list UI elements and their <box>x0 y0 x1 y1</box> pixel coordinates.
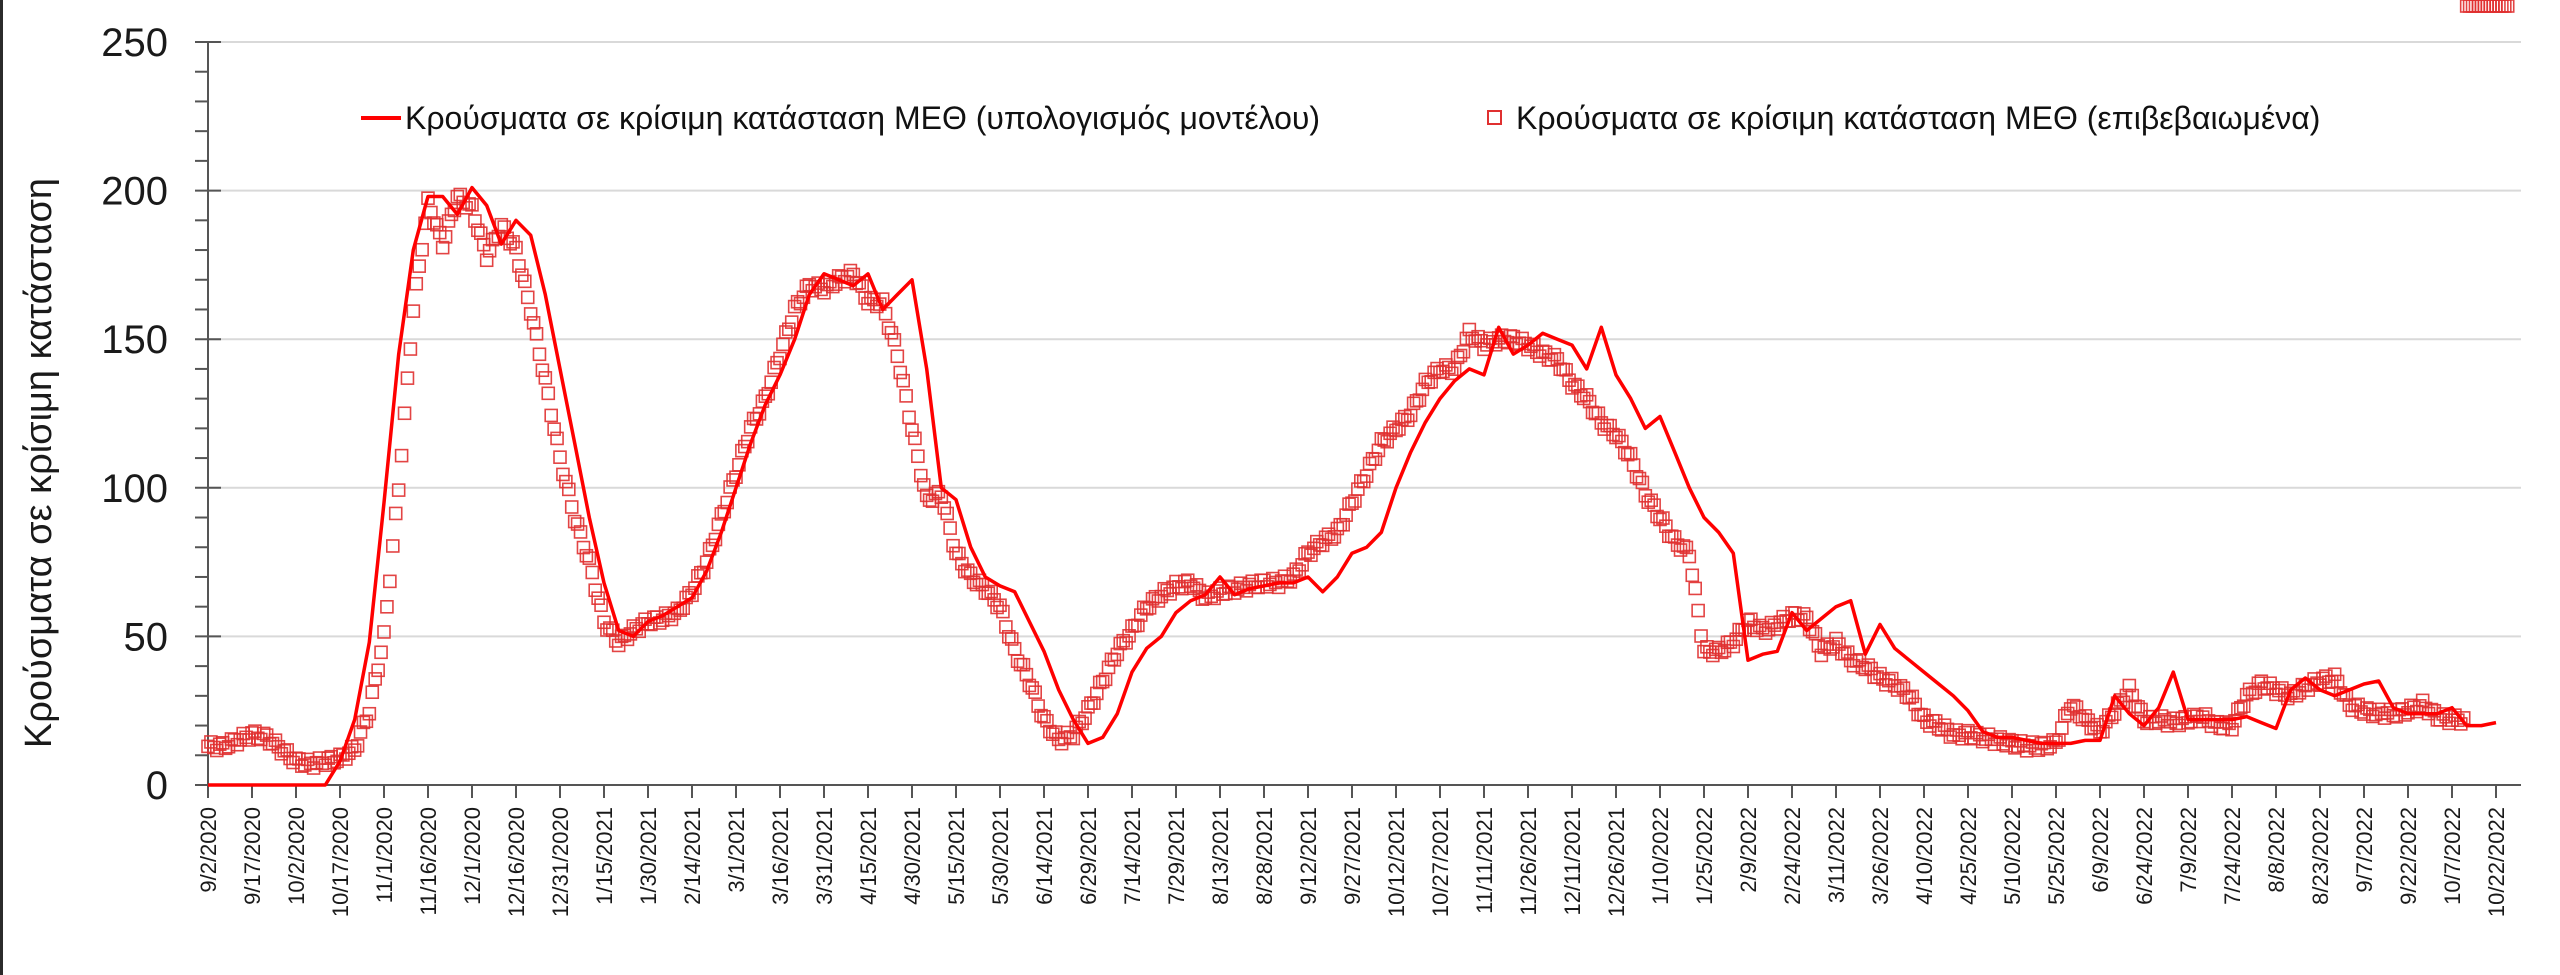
y-tick-label: 250 <box>101 21 168 65</box>
x-tick-label: 1/15/2021 <box>592 807 617 905</box>
x-tick-label: 4/10/2022 <box>1912 807 1937 905</box>
model-line <box>208 185 2497 787</box>
x-tick-label: 5/30/2021 <box>988 807 1013 905</box>
x-tick-label: 6/14/2021 <box>1032 807 1057 905</box>
x-tick-label: 11/26/2021 <box>1516 807 1541 915</box>
x-tick-label: 12/26/2021 <box>1604 807 1629 917</box>
y-tick-label: 200 <box>101 170 168 214</box>
x-tick-label: 7/14/2021 <box>1120 807 1145 905</box>
x-tick-label: 2/9/2022 <box>1736 807 1761 893</box>
x-tick-label: 9/17/2020 <box>240 807 265 905</box>
x-tick-label: 7/29/2021 <box>1164 807 1189 905</box>
x-tick-label: 10/7/2022 <box>2440 807 2465 905</box>
model-line-series <box>208 185 2497 787</box>
y-axis: 0 50 100 150 200 250 <box>101 21 221 808</box>
y-axis-title: Κρούσματα σε κρίσιμη κατάσταση <box>18 178 60 748</box>
x-tick-label: 3/16/2021 <box>768 807 793 905</box>
x-tick-label: 10/2/2020 <box>284 807 309 905</box>
x-tick-label: 3/1/2021 <box>724 807 749 893</box>
x-tick-label: 10/17/2020 <box>328 807 353 917</box>
x-tick-label: 2/24/2022 <box>1780 807 1805 905</box>
x-tick-label: 8/28/2021 <box>1252 807 1277 905</box>
x-tick-label: 4/15/2021 <box>856 807 881 905</box>
x-tick-label: 6/24/2022 <box>2132 807 2157 905</box>
legend: Κρούσματα σε κρίσιμη κατάσταση ΜΕΘ (υπολ… <box>361 100 2320 136</box>
x-tick-label: 5/15/2021 <box>944 807 969 905</box>
x-tick-label: 5/10/2022 <box>2000 807 2025 905</box>
gridlines <box>208 41 2521 638</box>
legend-square-icon <box>1487 110 1502 125</box>
x-tick-label: 9/27/2021 <box>1340 807 1365 905</box>
x-tick-label: 1/25/2022 <box>1692 807 1717 905</box>
x-tick-label: 12/31/2020 <box>548 807 573 917</box>
x-tick-label: 1/10/2022 <box>1648 807 1673 905</box>
x-tick-label: 3/11/2022 <box>1824 807 1849 903</box>
x-tick-label: 3/31/2021 <box>812 807 837 905</box>
x-tick-label: 7/9/2022 <box>2176 807 2201 893</box>
y-tick-label: 100 <box>101 467 168 511</box>
x-tick-label: 6/9/2022 <box>2088 807 2113 893</box>
x-tick-label: 9/7/2022 <box>2352 807 2377 893</box>
legend-item-confirmed: Κρούσματα σε κρίσιμη κατάσταση ΜΕΘ (επιβ… <box>1516 100 2320 136</box>
x-tick-label: 8/8/2022 <box>2264 807 2289 893</box>
x-axis: 9/2/2020 9/17/2020 10/2/2020 10/17/2020 11/1… <box>195 784 2521 917</box>
y-tick-label: 0 <box>146 764 168 808</box>
x-tick-label: 9/2/2020 <box>196 807 221 893</box>
x-tick-label: 12/16/2020 <box>504 807 529 917</box>
y-tick-label: 50 <box>124 615 169 659</box>
x-tick-label: 5/25/2022 <box>2044 807 2069 905</box>
x-tick-label: 2/14/2021 <box>680 807 705 905</box>
x-tick-label: 9/12/2021 <box>1296 807 1321 905</box>
x-tick-label: 6/29/2021 <box>1076 807 1101 905</box>
x-tick-label: 10/12/2021 <box>1384 807 1409 917</box>
x-tick-label: 9/22/2022 <box>2396 807 2421 905</box>
x-tick-label: 3/26/2022 <box>1868 807 1893 905</box>
x-tick-label: 1/30/2021 <box>636 807 661 905</box>
x-tick-label: 7/24/2022 <box>2220 807 2245 905</box>
x-tick-label: 8/13/2021 <box>1208 807 1233 905</box>
confirmed-markers-series <box>201 0 2515 775</box>
x-tick-label: 12/1/2020 <box>460 807 485 905</box>
x-tick-label: 8/23/2022 <box>2308 807 2333 905</box>
y-tick-label: 150 <box>101 318 168 362</box>
x-tick-label: 12/11/2021 <box>1560 807 1585 915</box>
x-tick-label: 4/30/2021 <box>900 807 925 905</box>
x-tick-label: 11/1/2020 <box>372 807 397 903</box>
x-tick-label: 10/22/2022 <box>2484 807 2509 917</box>
legend-item-model: Κρούσματα σε κρίσιμη κατάσταση ΜΕΘ (υπολ… <box>405 100 1320 136</box>
chart-svg: 0 50 100 150 200 250 9/2/2020 9/17/2020 10/2/20… <box>18 0 2521 917</box>
x-tick-label: 4/25/2022 <box>1956 807 1981 905</box>
x-tick-label: 11/16/2020 <box>416 807 441 915</box>
x-tick-label: 10/27/2021 <box>1428 807 1453 917</box>
x-tick-label: 11/11/2021 <box>1472 807 1497 914</box>
